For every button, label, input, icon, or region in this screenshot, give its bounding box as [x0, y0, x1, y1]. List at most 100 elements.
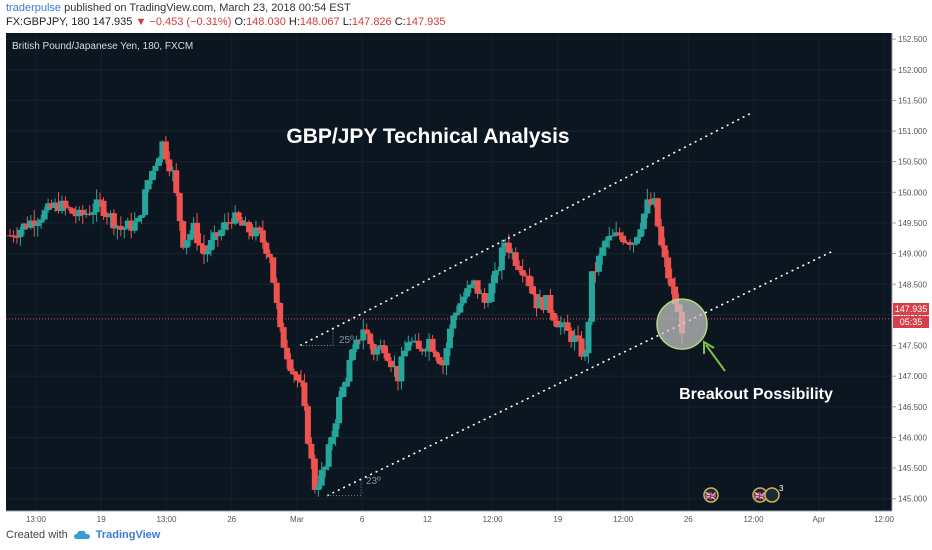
candle-body	[557, 324, 564, 328]
candle-body	[211, 232, 218, 241]
x-tick-label: Apr	[813, 515, 826, 524]
candle-body	[58, 200, 65, 212]
created-with-text: Created with	[6, 529, 68, 541]
candle-body	[249, 232, 256, 237]
candle-body	[488, 283, 495, 302]
x-tick-label: 12	[423, 515, 432, 524]
author-link[interactable]: traderpulse	[6, 2, 62, 14]
y-tick-label: 149.000	[898, 250, 927, 259]
candle-body	[474, 280, 481, 294]
low-label: L:	[342, 16, 352, 28]
candle-body	[100, 200, 107, 216]
candle-body	[13, 236, 20, 238]
candle-body	[644, 199, 651, 214]
candle-body	[263, 242, 270, 254]
candle-body	[433, 351, 440, 358]
candle-body	[34, 222, 41, 227]
published-text: published on TradingView.com, March 23, …	[64, 2, 351, 14]
instrument-label: British Pound/Japanese Yen, 180, FXCM	[12, 41, 193, 52]
candle-body	[419, 348, 426, 352]
candle-body	[374, 348, 381, 355]
symbol-label: FX:GBPJPY, 180	[6, 16, 90, 28]
y-tick-label: 150.000	[898, 188, 927, 197]
y-tick-label: 147.500	[898, 342, 927, 351]
candle-body	[159, 141, 166, 159]
y-tick-label: 146.500	[898, 403, 927, 412]
high-label: H:	[288, 16, 300, 28]
candle-body	[571, 335, 578, 343]
candle-body	[370, 344, 377, 355]
x-tick-label: 19	[553, 515, 562, 524]
candle-body	[114, 225, 121, 229]
current-price-label: 147.935	[895, 304, 928, 314]
event-marker-3[interactable]	[764, 487, 780, 503]
candle-body	[124, 220, 131, 229]
candle-body	[86, 213, 93, 215]
candle-body	[180, 221, 187, 248]
candle-body	[83, 213, 90, 215]
candle-body	[62, 200, 69, 208]
candle-body	[453, 312, 460, 316]
candle-body	[509, 252, 516, 254]
event-markers[interactable]: 🇬🇧 🇬🇧 3	[703, 484, 784, 503]
candle-body	[76, 209, 83, 217]
candle-body	[665, 257, 672, 279]
candle-body	[329, 436, 336, 445]
candle-body	[183, 240, 190, 248]
candle-body	[266, 253, 273, 258]
candle-body	[7, 235, 13, 237]
candle-body	[97, 199, 104, 201]
candle-body	[498, 247, 505, 271]
breakout-circle	[656, 298, 708, 350]
candle-body	[672, 286, 679, 305]
candle-body	[415, 340, 422, 349]
candle-body	[647, 199, 654, 205]
breakout-label: Breakout Possibility	[679, 386, 833, 403]
candle-body	[176, 193, 183, 222]
candle-body	[194, 222, 201, 244]
x-tick-label: 12:00	[613, 515, 634, 524]
angle-bottom-label: 23º	[366, 476, 381, 487]
down-arrow-icon: ▼	[135, 16, 147, 28]
angle-top-label: 25º	[339, 335, 354, 346]
candle-body	[640, 213, 647, 230]
candle-body	[485, 301, 492, 303]
x-tick-label: 26	[227, 515, 236, 524]
y-tick-label: 148.500	[898, 280, 927, 289]
candle-body	[495, 270, 502, 272]
y-tick-label: 152.500	[898, 35, 927, 44]
candle-body	[259, 230, 266, 243]
candle-body	[554, 320, 561, 328]
candle-body	[41, 210, 48, 220]
candle-body	[277, 303, 284, 328]
candle-body	[311, 458, 318, 490]
angle-top-guide	[300, 328, 334, 347]
candle-body	[467, 284, 474, 289]
uk-flag-marker-1[interactable]	[703, 487, 719, 503]
breakout-arrow-head	[703, 340, 715, 354]
candle-body	[595, 255, 602, 272]
candle-body	[107, 213, 114, 218]
candle-body	[31, 220, 38, 227]
candle-body	[592, 271, 599, 273]
price-chart[interactable]: British Pound/Japanese Yen, 180, FXCM GB…	[0, 33, 932, 525]
candle-body	[668, 278, 675, 287]
x-tick-label: 12:00	[874, 515, 895, 524]
candle-body	[190, 222, 197, 235]
candle-body	[450, 315, 457, 329]
candle-body	[103, 215, 110, 218]
y-tick-label: 147.000	[898, 372, 927, 381]
chart-title: GBP/JPY Technical Analysis	[286, 125, 569, 148]
open-value: 148.030	[246, 16, 286, 28]
x-tick-label: 12:00	[483, 515, 504, 524]
x-tick-label: 12:00	[744, 515, 765, 524]
candle-body	[426, 338, 433, 351]
y-tick-label: 150.500	[898, 158, 927, 167]
candle-body	[478, 293, 485, 295]
tradingview-link[interactable]: TradingView	[95, 529, 161, 541]
candle-body	[658, 226, 665, 246]
y-tick-label: 151.000	[898, 127, 927, 136]
candle-body	[117, 225, 124, 230]
candle-body	[661, 245, 668, 258]
uk-flag-icon: 🇬🇧	[705, 491, 716, 501]
